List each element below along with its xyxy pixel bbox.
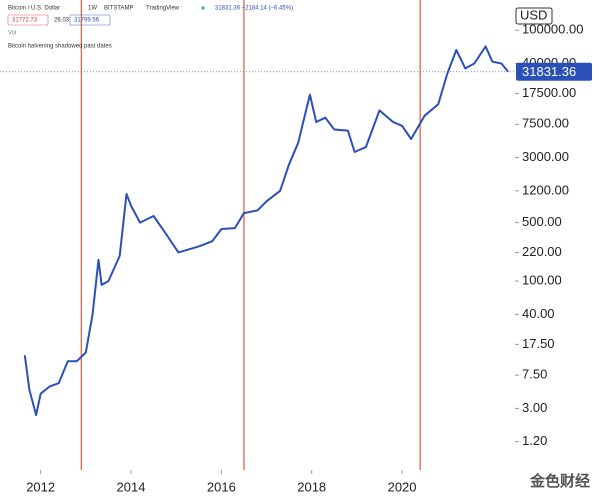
x-tick-label: 2014 — [117, 479, 146, 494]
spread: 26.03 — [54, 18, 70, 24]
x-tick-label: 2016 — [207, 479, 236, 494]
status-dot — [201, 6, 205, 10]
x-tick-label: 2020 — [388, 479, 417, 494]
y-tick-label: 100.00 — [522, 273, 562, 288]
y-tick-label: 17.50 — [522, 336, 555, 351]
exchange: BITSTAMP — [104, 6, 134, 12]
bid-box — [7, 14, 49, 26]
price-change: 31831.36 −2184.14 (−6.45%) — [215, 6, 293, 12]
price-line — [23, 45, 509, 416]
y-tick-label: 40.00 — [522, 306, 555, 321]
watermark: 金色财经 — [529, 472, 590, 490]
x-tick-label: 2018 — [297, 479, 326, 494]
annotation: Bitcoin halvening shadowed past dates — [8, 44, 112, 50]
bid: 31772.73 — [12, 18, 38, 24]
y-tick-label: 500.00 — [522, 214, 562, 229]
ask-box — [69, 14, 111, 26]
y-tick-label: 3000.00 — [522, 149, 569, 164]
last-price-box — [516, 62, 592, 81]
ask: 31799.56 — [74, 18, 100, 24]
y-tick-label: 1.20 — [522, 433, 547, 448]
currency-box — [515, 7, 553, 25]
source: TradingView — [146, 6, 180, 12]
y-tick-label: 220.00 — [522, 244, 562, 259]
currency: USD — [520, 7, 547, 22]
x-tick-label: 2012 — [26, 479, 55, 494]
volume-label: Vol — [8, 31, 16, 37]
y-tick-label: 3.00 — [522, 400, 547, 415]
y-tick-label: 17500.00 — [522, 85, 576, 100]
y-tick-label: 100000.00 — [522, 22, 583, 37]
y-tick-label: 7500.00 — [522, 116, 569, 131]
interval: 1W — [88, 6, 97, 12]
last-price-label: 31831.36 — [522, 64, 576, 79]
y-tick-label: 1200.00 — [522, 182, 569, 197]
y-tick-label: 7.50 — [522, 367, 547, 382]
symbol-title: Bitcoin / U.S. Dollar — [8, 6, 60, 12]
